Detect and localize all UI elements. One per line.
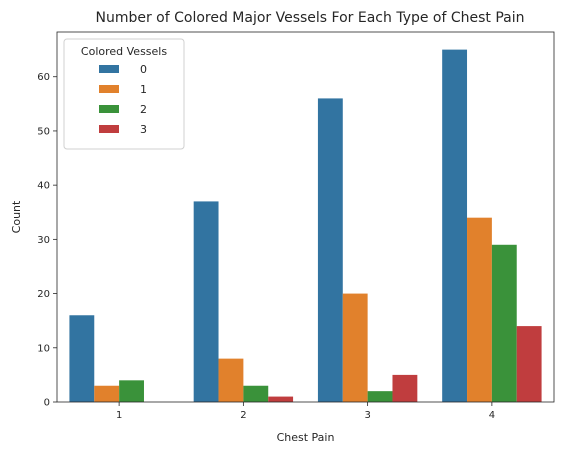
y-tick-label: 30 [37,235,50,246]
bar-vessels-2-cat-4 [491,244,517,402]
plot-frame [56,31,555,403]
legend: Colored Vessels 0 1 2 3 [63,38,185,150]
bar-vessels-0-cat-2 [193,201,219,402]
bar-vessels-2-cat-3 [367,391,393,402]
legend-label-1: 1 [140,83,147,96]
x-tick-label: 1 [116,410,122,421]
legend-box [63,38,185,150]
bar-vessels-1-cat-1 [94,385,120,402]
y-tick-label: 50 [37,126,50,137]
chart-title: Number of Colored Major Vessels For Each… [95,10,524,26]
legend-title: Colored Vessels [81,45,167,58]
bar-vessels-1-cat-3 [342,293,368,402]
bar-vessels-3-cat-4 [516,326,542,402]
x-axis-label: Chest Pain [277,431,335,444]
x-tick-label: 2 [240,410,246,421]
bar-vessels-0-cat-4 [442,49,468,403]
y-tick-label: 60 [37,72,50,83]
legend-label-0: 0 [140,63,147,76]
x-tick-label: 3 [364,410,370,421]
y-tick-label: 40 [37,181,50,192]
bar-vessels-2-cat-2 [243,385,269,402]
y-axis-label: Count [10,200,23,233]
legend-swatch-1 [99,85,119,93]
y-tick-label: 20 [37,289,50,300]
legend-label-3: 3 [140,123,147,136]
bar-vessels-3-cat-3 [392,374,418,402]
y-tick-label: 0 [44,398,50,409]
legend-swatch-0 [99,65,119,73]
x-axis: 1 2 3 4 [116,402,495,421]
bar-vessels-1-cat-2 [218,358,244,402]
bar-vessels-0-cat-1 [69,315,95,402]
bar-vessels-1-cat-4 [467,217,492,402]
bars-group [69,49,542,403]
x-tick-label: 4 [489,410,495,421]
legend-label-2: 2 [140,103,147,116]
y-tick-label: 10 [37,343,50,354]
legend-items: 0 1 2 3 [99,63,147,136]
legend-swatch-3 [99,125,119,133]
y-axis: 0 10 20 30 40 50 60 [37,72,57,409]
bar-vessels-3-cat-2 [268,396,294,402]
legend-swatch-2 [99,105,119,113]
bar-vessels-2-cat-1 [119,380,144,402]
bar-vessels-0-cat-3 [317,98,343,402]
